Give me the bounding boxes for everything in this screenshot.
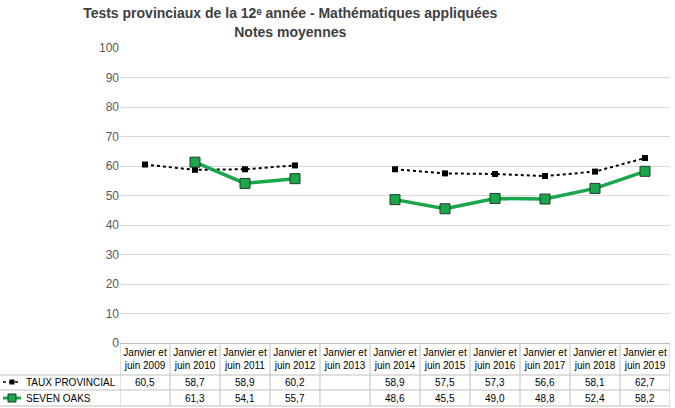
svg-text:Janvier etjuin 2012: Janvier etjuin 2012: [273, 347, 317, 371]
svg-text:10: 10: [106, 307, 120, 321]
svg-text:57,3: 57,3: [485, 377, 505, 388]
svg-text:Janvier etjuin 2014: Janvier etjuin 2014: [373, 347, 417, 371]
svg-text:40: 40: [106, 218, 120, 232]
svg-text:Janvier etjuin 2016: Janvier etjuin 2016: [473, 347, 517, 371]
svg-text:54,1: 54,1: [235, 393, 255, 404]
svg-text:Janvier etjuin 2017: Janvier etjuin 2017: [523, 347, 567, 371]
svg-text:60,2: 60,2: [285, 377, 305, 388]
svg-text:20: 20: [106, 277, 120, 291]
svg-text:58,1: 58,1: [585, 377, 605, 388]
svg-text:52,4: 52,4: [585, 393, 605, 404]
svg-text:Janvier etjuin 2011: Janvier etjuin 2011: [223, 347, 267, 371]
svg-text:30: 30: [106, 248, 120, 262]
svg-text:50: 50: [106, 189, 120, 203]
svg-text:58,9: 58,9: [235, 377, 255, 388]
svg-text:60: 60: [106, 159, 120, 173]
svg-text:58,7: 58,7: [185, 377, 205, 388]
svg-text:58,9: 58,9: [385, 377, 405, 388]
svg-text:70: 70: [106, 130, 120, 144]
svg-text:Janvier etjuin 2018: Janvier etjuin 2018: [573, 347, 617, 371]
svg-text:61,3: 61,3: [185, 393, 205, 404]
svg-text:57,5: 57,5: [435, 377, 455, 388]
svg-text:90: 90: [106, 71, 120, 85]
svg-text:100: 100: [99, 41, 119, 55]
svg-text:Janvier etjuin 2010: Janvier etjuin 2010: [173, 347, 217, 371]
svg-text:SEVEN OAKS: SEVEN OAKS: [26, 393, 91, 404]
svg-text:45,5: 45,5: [435, 393, 455, 404]
svg-text:48,6: 48,6: [385, 393, 405, 404]
svg-text:60,5: 60,5: [135, 377, 155, 388]
svg-text:55,7: 55,7: [285, 393, 305, 404]
svg-text:Tests provinciaux de la 12ᵉ an: Tests provinciaux de la 12ᵉ année - Math…: [83, 5, 497, 39]
svg-text:TAUX PROVINCIAL: TAUX PROVINCIAL: [26, 377, 116, 388]
svg-text:80: 80: [106, 100, 120, 114]
svg-text:Janvier etjuin 2015: Janvier etjuin 2015: [423, 347, 467, 371]
svg-text:0: 0: [112, 336, 119, 350]
svg-text:58,2: 58,2: [635, 393, 655, 404]
svg-text:48,8: 48,8: [535, 393, 555, 404]
svg-text:Janvier etjuin 2013: Janvier etjuin 2013: [323, 347, 367, 371]
svg-text:Janvier etjuin 2019: Janvier etjuin 2019: [623, 347, 667, 371]
svg-text:56,6: 56,6: [535, 377, 555, 388]
svg-text:Janvier etjuin 2009: Janvier etjuin 2009: [123, 347, 167, 371]
svg-text:49,0: 49,0: [485, 393, 505, 404]
svg-text:62,7: 62,7: [635, 377, 655, 388]
